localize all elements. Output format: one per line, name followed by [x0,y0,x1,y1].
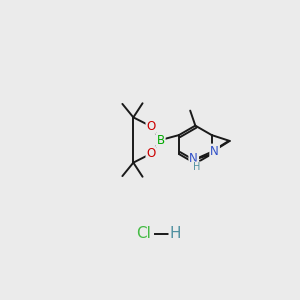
Text: B: B [157,134,165,146]
Text: O: O [146,120,156,133]
Text: N: N [189,152,198,165]
Text: O: O [146,147,156,160]
Text: H: H [193,162,200,172]
Text: Cl: Cl [136,226,152,241]
Text: N: N [210,145,219,158]
Text: H: H [169,226,181,241]
